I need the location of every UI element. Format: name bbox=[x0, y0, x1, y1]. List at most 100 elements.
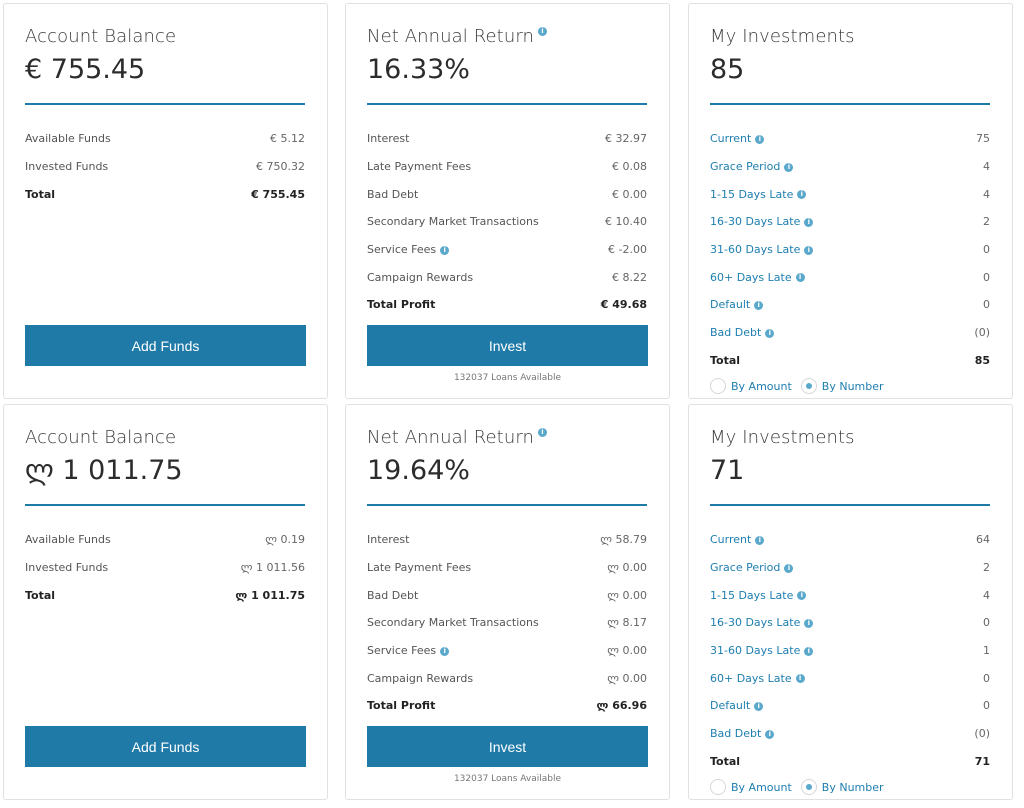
radio-selected-icon[interactable] bbox=[800, 779, 817, 796]
my-investments-card: My Investments 85 Current i 75 Grace Perio… bbox=[688, 3, 1013, 399]
return-value: 16.33% bbox=[367, 54, 470, 85]
row-available-funds: Available Funds ლ 0.19 bbox=[25, 533, 305, 547]
info-icon[interactable]: i bbox=[795, 273, 805, 283]
loans-available-note: 132037 Loans Available bbox=[453, 373, 562, 383]
invest-button[interactable]: Invest bbox=[367, 726, 648, 767]
row-campaign-rewards: Campaign Rewards € 8.22 bbox=[367, 270, 647, 284]
row-60-plus-days-late[interactable]: 60+ Days Late i 0 bbox=[710, 270, 990, 284]
row-interest: Interest € 32.97 bbox=[367, 132, 647, 146]
info-icon[interactable]: i bbox=[804, 217, 814, 227]
info-icon[interactable]: i bbox=[804, 646, 814, 656]
info-icon[interactable]: i bbox=[538, 26, 548, 36]
divider bbox=[367, 504, 647, 506]
invest-button[interactable]: Invest bbox=[367, 325, 648, 366]
row-service-fees: Service Fees i ლ 0.00 bbox=[367, 644, 647, 658]
row-late-payment-fees: Late Payment Fees ლ 0.00 bbox=[367, 561, 647, 575]
info-icon[interactable]: i bbox=[765, 729, 775, 739]
row-current[interactable]: Current i 64 bbox=[710, 533, 990, 547]
return-value: 19.64% bbox=[367, 455, 470, 486]
info-icon[interactable]: i bbox=[440, 245, 450, 255]
row-late-payment-fees: Late Payment Fees € 0.08 bbox=[367, 160, 647, 174]
info-icon[interactable]: i bbox=[440, 646, 450, 656]
row-interest: Interest ლ 58.79 bbox=[367, 533, 647, 547]
row-bad-debt: Bad Debt € 0.00 bbox=[367, 187, 647, 201]
info-icon[interactable]: i bbox=[797, 190, 807, 200]
row-total: Total € 755.45 bbox=[25, 187, 305, 201]
card-title: Account Balance bbox=[25, 426, 177, 448]
info-icon[interactable]: i bbox=[784, 563, 794, 573]
row-bad-debt: Bad Debt ლ 0.00 bbox=[367, 588, 647, 602]
investment-rows: Current i 75 Grace Period i 4 1-15 Days Late… bbox=[710, 125, 990, 374]
row-total-profit: Total Profit ლ 66.96 bbox=[367, 699, 647, 713]
return-rows: Interest ლ 58.79 Late Payment Fees ლ 0.00 … bbox=[367, 526, 647, 720]
divider bbox=[367, 103, 647, 105]
row-16-30-days-late[interactable]: 16-30 Days Late i 0 bbox=[710, 616, 990, 630]
row-60-plus-days-late[interactable]: 60+ Days Late i 0 bbox=[710, 671, 990, 685]
row-bad-debt[interactable]: Bad Debt i (0) bbox=[710, 326, 990, 340]
investment-rows: Current i 64 Grace Period i 2 1-15 Days Late… bbox=[710, 526, 990, 775]
radio-unselected-icon[interactable] bbox=[710, 378, 726, 395]
return-rows: Interest € 32.97 Late Payment Fees € 0.08 … bbox=[367, 125, 647, 319]
row-secondary-market: Secondary Market Transactions ლ 8.17 bbox=[367, 616, 647, 630]
info-icon[interactable]: i bbox=[755, 535, 765, 545]
balance-value: ლ 1 011.75 bbox=[25, 455, 183, 486]
radio-selected-icon[interactable] bbox=[800, 378, 817, 395]
row-31-60-days-late[interactable]: 31-60 Days Late i 0 bbox=[710, 243, 990, 257]
row-service-fees: Service Fees i € -2.00 bbox=[367, 243, 647, 257]
divider bbox=[25, 103, 305, 105]
row-1-15-days-late[interactable]: 1-15 Days Late i 4 bbox=[710, 187, 990, 201]
balance-value: € 755.45 bbox=[25, 54, 146, 85]
row-1-15-days-late[interactable]: 1-15 Days Late i 4 bbox=[710, 588, 990, 602]
row-invested-funds: Invested Funds ლ 1 011.56 bbox=[25, 561, 305, 575]
row-total: Total ლ 1 011.75 bbox=[25, 588, 305, 602]
balance-rows: Available Funds ლ 0.19 Invested Funds ლ 1 … bbox=[25, 526, 305, 609]
info-icon[interactable]: i bbox=[797, 591, 807, 601]
info-icon[interactable]: i bbox=[754, 300, 764, 310]
info-icon[interactable]: i bbox=[804, 245, 814, 255]
my-investments-card: My Investments 71 Current i 64 Grace Perio… bbox=[688, 404, 1013, 800]
row-bad-debt[interactable]: Bad Debt i (0) bbox=[710, 727, 990, 741]
card-title: Account Balance bbox=[25, 25, 177, 47]
add-funds-button[interactable]: Add Funds bbox=[25, 726, 306, 767]
row-total-profit: Total Profit € 49.68 bbox=[367, 298, 647, 312]
divider bbox=[710, 103, 990, 105]
net-annual-return-card: Net Annual Return i 19.64% Interest ლ 58.7… bbox=[345, 404, 670, 800]
radio-by-amount[interactable]: By Amount bbox=[710, 779, 792, 796]
info-icon[interactable]: i bbox=[754, 701, 764, 711]
divider bbox=[25, 504, 305, 506]
row-31-60-days-late[interactable]: 31-60 Days Late i 1 bbox=[710, 644, 990, 658]
row-16-30-days-late[interactable]: 16-30 Days Late i 2 bbox=[710, 215, 990, 229]
display-mode-radios: By Amount By Number bbox=[710, 776, 990, 798]
add-funds-button[interactable]: Add Funds bbox=[25, 325, 306, 366]
row-default[interactable]: Default i 0 bbox=[710, 699, 990, 713]
row-grace-period[interactable]: Grace Period i 4 bbox=[710, 160, 990, 174]
account-balance-card: Account Balance € 755.45 Available Funds… bbox=[3, 3, 328, 399]
net-annual-return-card: Net Annual Return i 16.33% Interest € 32.9… bbox=[345, 3, 670, 399]
account-balance-card: Account Balance ლ 1 011.75 Available Fun… bbox=[3, 404, 328, 800]
row-available-funds: Available Funds € 5.12 bbox=[25, 132, 305, 146]
info-icon[interactable]: i bbox=[765, 328, 775, 338]
row-grace-period[interactable]: Grace Period i 2 bbox=[710, 561, 990, 575]
row-campaign-rewards: Campaign Rewards ლ 0.00 bbox=[367, 671, 647, 685]
investments-count: 71 bbox=[710, 455, 745, 486]
card-title: My Investments bbox=[710, 426, 855, 448]
investments-count: 85 bbox=[710, 54, 745, 85]
row-invested-funds: Invested Funds € 750.32 bbox=[25, 160, 305, 174]
row-default[interactable]: Default i 0 bbox=[710, 298, 990, 312]
radio-unselected-icon[interactable] bbox=[710, 779, 726, 796]
loans-available-note: 132037 Loans Available bbox=[453, 774, 562, 784]
info-icon[interactable]: i bbox=[538, 427, 548, 437]
radio-by-number[interactable]: By Number bbox=[800, 378, 884, 395]
info-icon[interactable]: i bbox=[784, 162, 794, 172]
card-title: Net Annual Return i bbox=[367, 425, 647, 449]
row-secondary-market: Secondary Market Transactions € 10.40 bbox=[367, 215, 647, 229]
row-current[interactable]: Current i 75 bbox=[710, 132, 990, 146]
info-icon[interactable]: i bbox=[795, 674, 805, 684]
info-icon[interactable]: i bbox=[755, 134, 765, 144]
row-total: Total 85 bbox=[710, 353, 990, 367]
row-total: Total 71 bbox=[710, 754, 990, 768]
balance-rows: Available Funds € 5.12 Invested Funds € 75… bbox=[25, 125, 305, 208]
info-icon[interactable]: i bbox=[804, 618, 814, 628]
radio-by-number[interactable]: By Number bbox=[800, 779, 884, 796]
radio-by-amount[interactable]: By Amount bbox=[710, 378, 792, 395]
